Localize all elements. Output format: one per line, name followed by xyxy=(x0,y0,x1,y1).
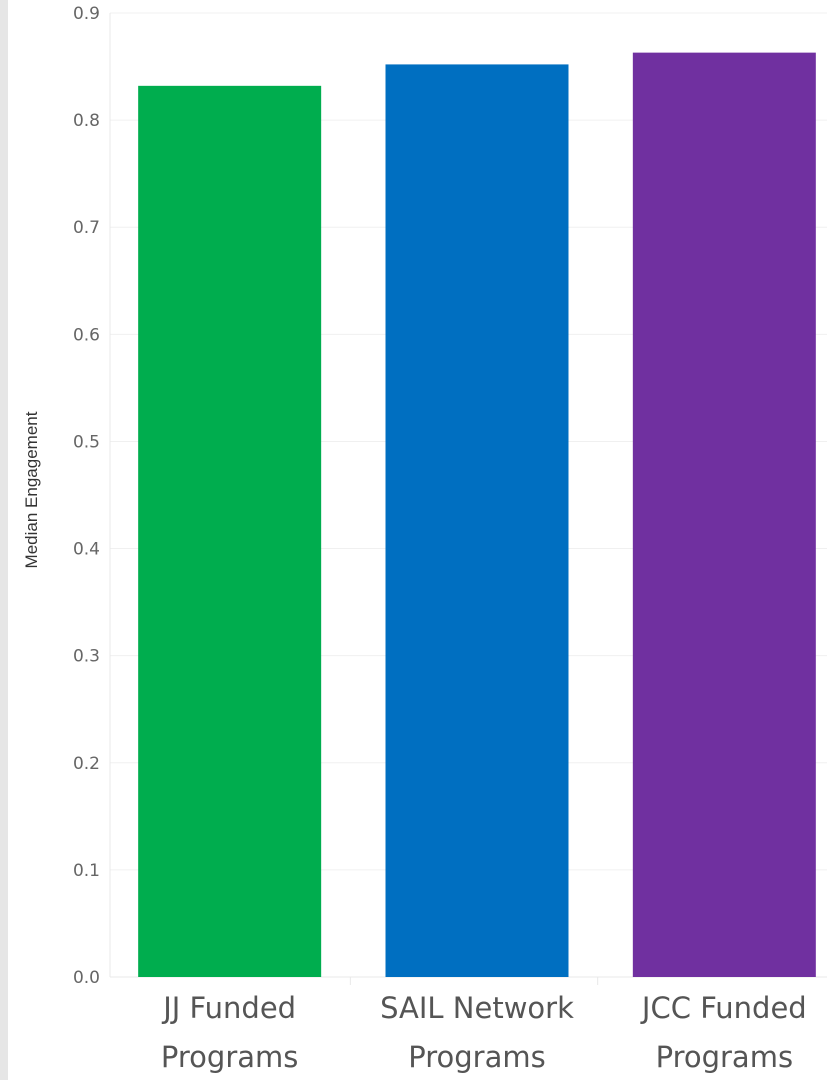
bars xyxy=(138,52,816,978)
y-tick-label: 0.2 xyxy=(73,754,100,774)
x-tick-label: JJ Funded xyxy=(161,991,296,1025)
y-tick-label: 0.6 xyxy=(73,325,100,345)
y-tick-label: 0.0 xyxy=(73,968,100,988)
y-axis-ticks: 0.0 0.1 0.2 0.3 0.4 0.5 0.6 0.7 0.8 0.9 xyxy=(73,4,100,988)
y-tick-label: 0.5 xyxy=(73,432,100,452)
left-border-strip xyxy=(0,0,8,1080)
y-tick-label: 0.3 xyxy=(73,647,100,667)
y-tick-label: 0.9 xyxy=(73,4,100,24)
x-axis-labels: JJ Funded Programs SAIL Network Programs JCC… xyxy=(161,991,807,1074)
y-tick-label: 0.7 xyxy=(73,218,100,238)
bar xyxy=(385,64,569,977)
y-tick-label: 0.1 xyxy=(73,861,100,881)
x-tick-label: Programs xyxy=(408,1040,545,1074)
x-tick-label: Programs xyxy=(656,1040,793,1074)
y-tick-label: 0.4 xyxy=(73,540,100,560)
bar xyxy=(138,85,322,977)
bar xyxy=(632,52,816,978)
y-tick-label: 0.8 xyxy=(73,111,100,131)
x-tick-label: Programs xyxy=(161,1040,298,1074)
x-tick-label: SAIL Network xyxy=(380,991,574,1025)
x-tick-label: JCC Funded xyxy=(640,991,807,1025)
y-axis-title: Median Engagement xyxy=(22,411,41,568)
